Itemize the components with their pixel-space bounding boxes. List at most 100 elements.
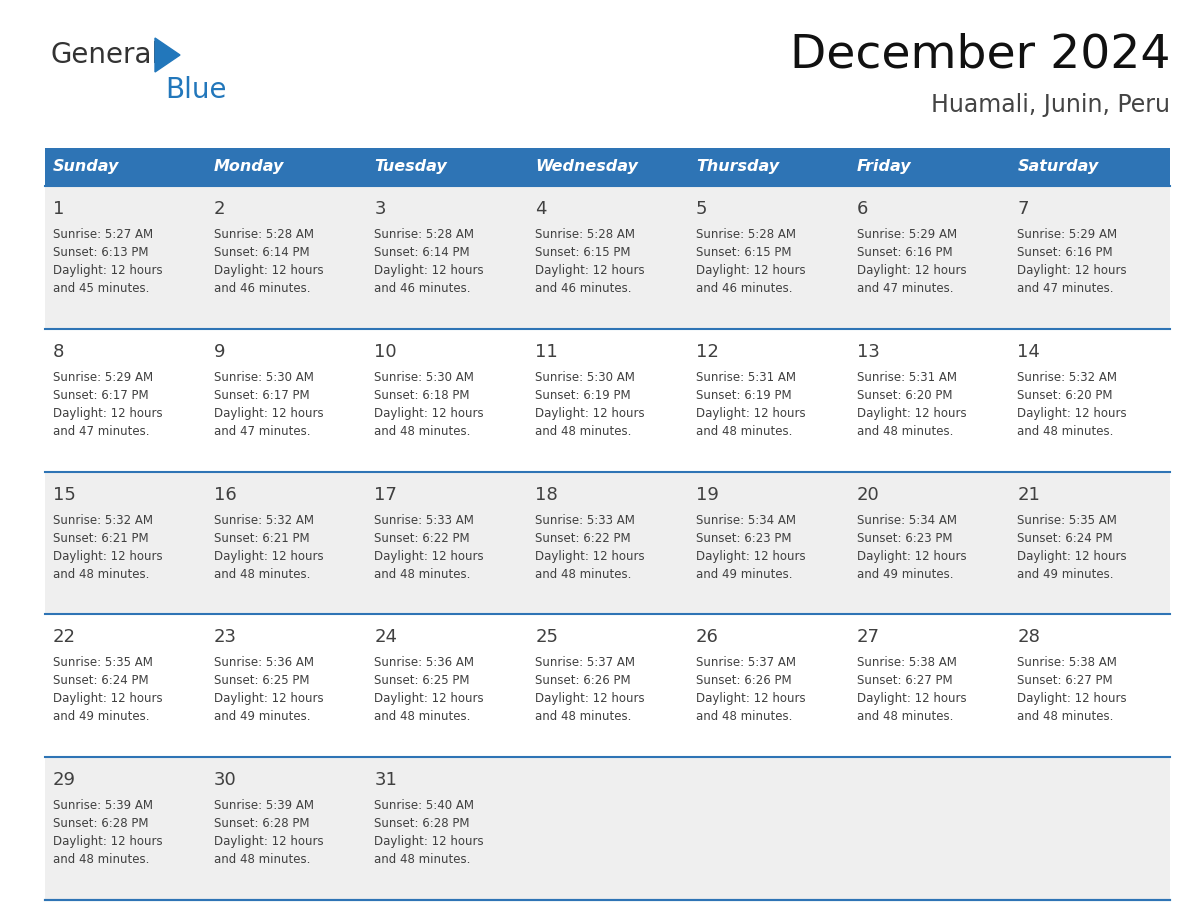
Text: Daylight: 12 hours: Daylight: 12 hours — [53, 264, 163, 277]
Text: Daylight: 12 hours: Daylight: 12 hours — [535, 264, 645, 277]
Text: Daylight: 12 hours: Daylight: 12 hours — [696, 264, 805, 277]
Text: Sunrise: 5:37 AM: Sunrise: 5:37 AM — [696, 656, 796, 669]
Text: Sunset: 6:20 PM: Sunset: 6:20 PM — [857, 389, 952, 402]
Text: and 48 minutes.: and 48 minutes. — [53, 853, 150, 867]
Text: Sunset: 6:20 PM: Sunset: 6:20 PM — [1017, 389, 1113, 402]
Text: and 48 minutes.: and 48 minutes. — [857, 425, 953, 438]
Text: 26: 26 — [696, 629, 719, 646]
Text: Daylight: 12 hours: Daylight: 12 hours — [214, 407, 323, 420]
Text: Daylight: 12 hours: Daylight: 12 hours — [374, 550, 484, 563]
Text: and 48 minutes.: and 48 minutes. — [857, 711, 953, 723]
Bar — [688, 148, 848, 186]
Text: Daylight: 12 hours: Daylight: 12 hours — [696, 550, 805, 563]
Text: 7: 7 — [1017, 200, 1029, 218]
Text: Sunrise: 5:28 AM: Sunrise: 5:28 AM — [535, 228, 636, 241]
Bar — [1010, 148, 1170, 186]
Bar — [366, 148, 527, 186]
Text: 21: 21 — [1017, 486, 1041, 504]
Text: Daylight: 12 hours: Daylight: 12 hours — [1017, 550, 1127, 563]
Text: Daylight: 12 hours: Daylight: 12 hours — [214, 264, 323, 277]
Text: Sunset: 6:28 PM: Sunset: 6:28 PM — [374, 817, 470, 830]
Text: Sunrise: 5:28 AM: Sunrise: 5:28 AM — [374, 228, 474, 241]
Text: Sunrise: 5:29 AM: Sunrise: 5:29 AM — [1017, 228, 1118, 241]
Text: Daylight: 12 hours: Daylight: 12 hours — [696, 407, 805, 420]
Text: and 48 minutes.: and 48 minutes. — [696, 711, 792, 723]
Text: 16: 16 — [214, 486, 236, 504]
Text: 14: 14 — [1017, 342, 1041, 361]
Text: 18: 18 — [535, 486, 558, 504]
Text: Sunset: 6:15 PM: Sunset: 6:15 PM — [535, 246, 631, 259]
Text: Sunset: 6:21 PM: Sunset: 6:21 PM — [214, 532, 309, 544]
Text: Sunrise: 5:39 AM: Sunrise: 5:39 AM — [214, 800, 314, 812]
Text: Daylight: 12 hours: Daylight: 12 hours — [857, 264, 966, 277]
Text: Daylight: 12 hours: Daylight: 12 hours — [214, 692, 323, 705]
Text: 6: 6 — [857, 200, 868, 218]
Text: and 46 minutes.: and 46 minutes. — [535, 282, 632, 295]
Text: Sunrise: 5:32 AM: Sunrise: 5:32 AM — [214, 513, 314, 527]
Text: Sunrise: 5:33 AM: Sunrise: 5:33 AM — [374, 513, 474, 527]
Text: Sunrise: 5:30 AM: Sunrise: 5:30 AM — [214, 371, 314, 384]
Text: Sunrise: 5:27 AM: Sunrise: 5:27 AM — [53, 228, 153, 241]
Text: Daylight: 12 hours: Daylight: 12 hours — [1017, 264, 1127, 277]
Text: 9: 9 — [214, 342, 226, 361]
Text: Blue: Blue — [165, 76, 227, 104]
Text: Sunset: 6:28 PM: Sunset: 6:28 PM — [53, 817, 148, 830]
Text: Sunrise: 5:39 AM: Sunrise: 5:39 AM — [53, 800, 153, 812]
Text: Sunrise: 5:30 AM: Sunrise: 5:30 AM — [535, 371, 636, 384]
Text: Sunrise: 5:35 AM: Sunrise: 5:35 AM — [1017, 513, 1117, 527]
Text: Sunset: 6:17 PM: Sunset: 6:17 PM — [214, 389, 309, 402]
Text: Daylight: 12 hours: Daylight: 12 hours — [53, 835, 163, 848]
Bar — [45, 186, 1170, 329]
Text: 12: 12 — [696, 342, 719, 361]
Text: Sunset: 6:14 PM: Sunset: 6:14 PM — [214, 246, 309, 259]
Text: Sunset: 6:25 PM: Sunset: 6:25 PM — [374, 675, 470, 688]
Text: Sunrise: 5:34 AM: Sunrise: 5:34 AM — [696, 513, 796, 527]
Text: Sunrise: 5:40 AM: Sunrise: 5:40 AM — [374, 800, 474, 812]
Text: Sunrise: 5:38 AM: Sunrise: 5:38 AM — [857, 656, 956, 669]
Text: 27: 27 — [857, 629, 879, 646]
Text: Daylight: 12 hours: Daylight: 12 hours — [374, 264, 484, 277]
Text: Daylight: 12 hours: Daylight: 12 hours — [696, 692, 805, 705]
Text: Sunset: 6:27 PM: Sunset: 6:27 PM — [1017, 675, 1113, 688]
Text: Daylight: 12 hours: Daylight: 12 hours — [857, 550, 966, 563]
Text: 10: 10 — [374, 342, 397, 361]
Text: 20: 20 — [857, 486, 879, 504]
Bar — [527, 148, 688, 186]
Text: Sunrise: 5:38 AM: Sunrise: 5:38 AM — [1017, 656, 1117, 669]
Text: Sunset: 6:26 PM: Sunset: 6:26 PM — [535, 675, 631, 688]
Text: Tuesday: Tuesday — [374, 160, 447, 174]
Text: Sunset: 6:16 PM: Sunset: 6:16 PM — [1017, 246, 1113, 259]
Text: Sunrise: 5:34 AM: Sunrise: 5:34 AM — [857, 513, 956, 527]
Text: and 49 minutes.: and 49 minutes. — [53, 711, 150, 723]
Text: and 48 minutes.: and 48 minutes. — [535, 711, 632, 723]
Text: Sunset: 6:22 PM: Sunset: 6:22 PM — [535, 532, 631, 544]
Text: 4: 4 — [535, 200, 546, 218]
Text: Sunset: 6:28 PM: Sunset: 6:28 PM — [214, 817, 309, 830]
Text: and 48 minutes.: and 48 minutes. — [374, 425, 470, 438]
Bar — [45, 472, 1170, 614]
Text: Sunset: 6:22 PM: Sunset: 6:22 PM — [374, 532, 470, 544]
Text: and 48 minutes.: and 48 minutes. — [696, 425, 792, 438]
Bar — [45, 148, 206, 186]
Text: Sunset: 6:18 PM: Sunset: 6:18 PM — [374, 389, 470, 402]
Text: and 47 minutes.: and 47 minutes. — [214, 425, 310, 438]
Text: Thursday: Thursday — [696, 160, 779, 174]
Text: Sunrise: 5:31 AM: Sunrise: 5:31 AM — [696, 371, 796, 384]
Text: and 48 minutes.: and 48 minutes. — [1017, 425, 1113, 438]
Text: Saturday: Saturday — [1017, 160, 1099, 174]
Text: and 48 minutes.: and 48 minutes. — [374, 711, 470, 723]
Text: and 48 minutes.: and 48 minutes. — [535, 567, 632, 580]
Text: Sunrise: 5:31 AM: Sunrise: 5:31 AM — [857, 371, 956, 384]
Text: and 48 minutes.: and 48 minutes. — [1017, 711, 1113, 723]
Text: 15: 15 — [53, 486, 76, 504]
Text: Sunset: 6:14 PM: Sunset: 6:14 PM — [374, 246, 470, 259]
Text: 5: 5 — [696, 200, 707, 218]
Text: Sunset: 6:17 PM: Sunset: 6:17 PM — [53, 389, 148, 402]
Text: Huamali, Junin, Peru: Huamali, Junin, Peru — [931, 93, 1170, 117]
Text: 30: 30 — [214, 771, 236, 789]
Text: and 49 minutes.: and 49 minutes. — [214, 711, 310, 723]
Text: Daylight: 12 hours: Daylight: 12 hours — [1017, 407, 1127, 420]
Bar — [45, 757, 1170, 900]
Text: Daylight: 12 hours: Daylight: 12 hours — [53, 550, 163, 563]
Polygon shape — [154, 38, 181, 72]
